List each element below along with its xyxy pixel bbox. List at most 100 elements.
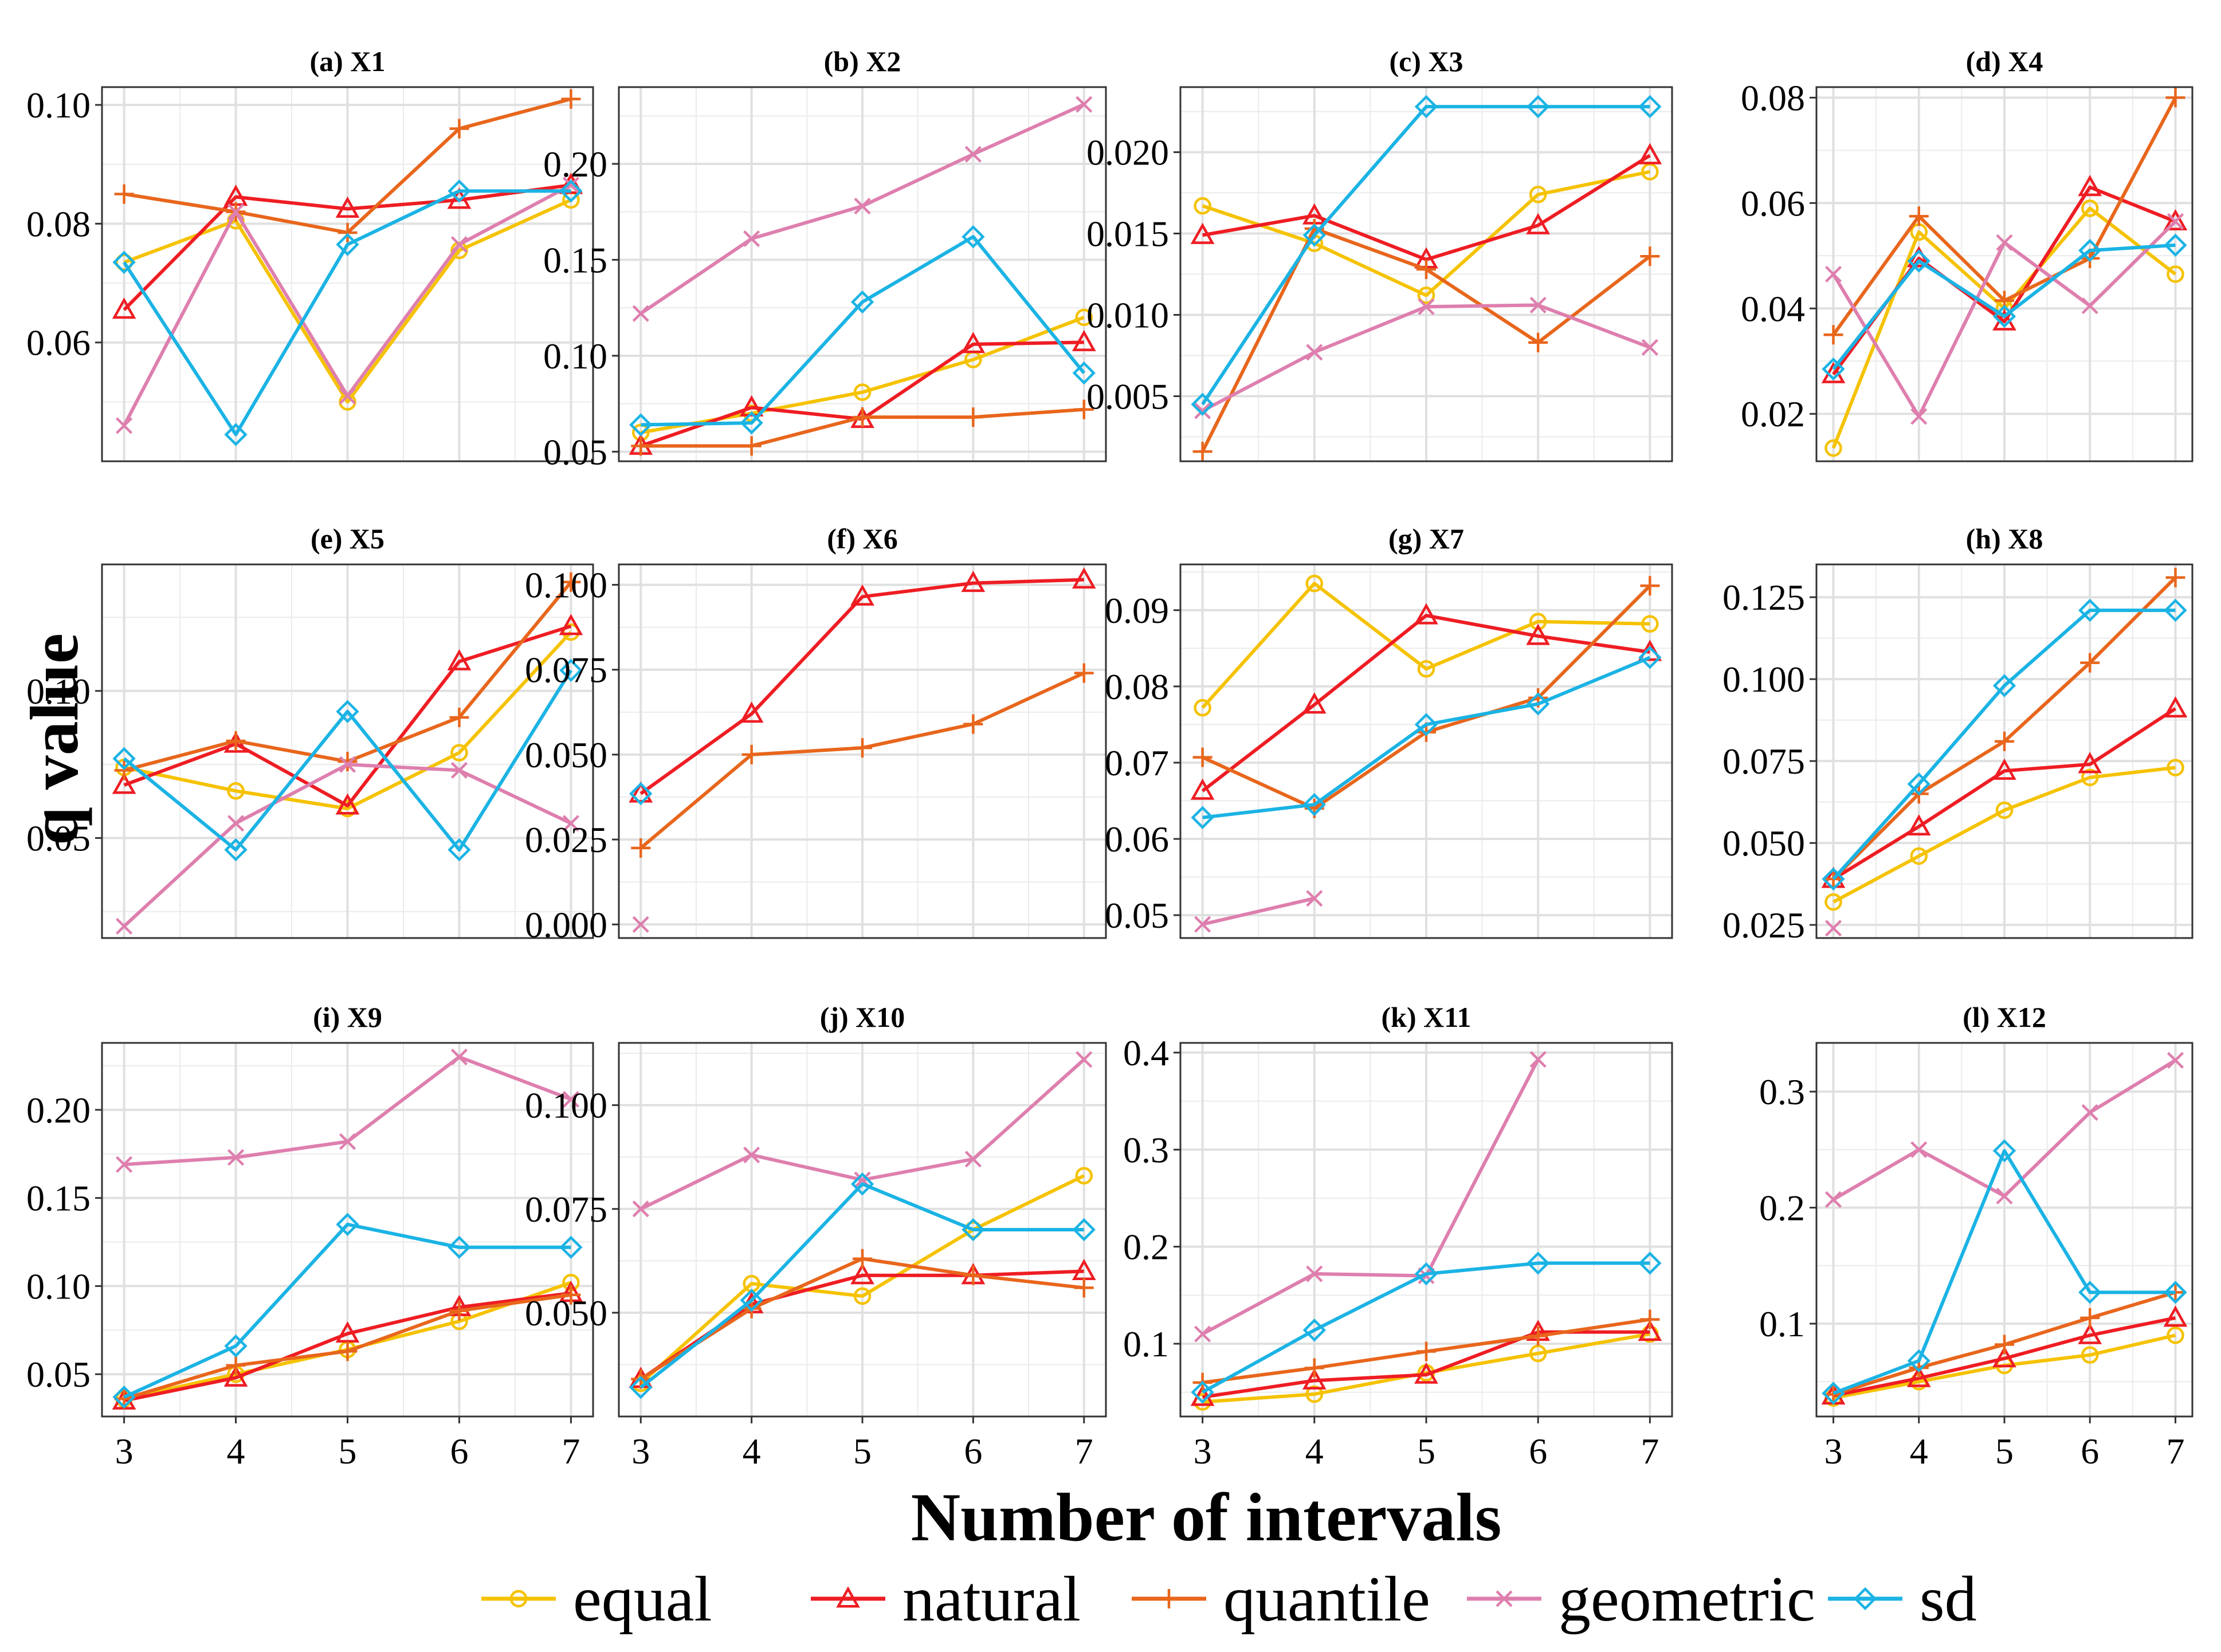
data-point-geometric bbox=[115, 1156, 133, 1173]
data-point-sd bbox=[740, 411, 763, 435]
data-point-natural bbox=[1414, 603, 1438, 625]
data-point-equal bbox=[1194, 699, 1211, 717]
data-point-natural bbox=[1190, 778, 1215, 800]
data-point-quantile bbox=[338, 1341, 358, 1361]
series-sd bbox=[629, 782, 653, 806]
data-point-sd bbox=[559, 1235, 583, 1259]
data-point-sd bbox=[2164, 1281, 2187, 1304]
series-quantile bbox=[114, 1285, 581, 1409]
data-point-geometric bbox=[1306, 344, 1323, 361]
panel-4: 0.02 0.04 0.06 0.08 (d) X4 bbox=[1741, 45, 2193, 462]
data-point-quantile bbox=[1192, 441, 1212, 461]
data-point-quantile bbox=[631, 436, 651, 456]
data-point-natural bbox=[1992, 758, 2016, 780]
data-point-natural bbox=[1526, 213, 1551, 234]
panel-9: 0.05 0.10 0.15 0.20 (i) X9 3 4 5 6 7 bbox=[26, 1001, 594, 1472]
data-point-geometric bbox=[1529, 1051, 1547, 1068]
data-point-sd bbox=[1638, 1251, 1662, 1275]
y-tick-label: 0.025 bbox=[1722, 905, 1805, 945]
data-point-sd bbox=[740, 1288, 763, 1312]
y-tick-label: 0.075 bbox=[525, 1189, 607, 1230]
series-sd bbox=[1191, 1251, 1662, 1404]
legend-label: quantile bbox=[1223, 1564, 1430, 1635]
data-point-equal bbox=[1417, 660, 1435, 678]
series-quantile bbox=[114, 572, 581, 780]
data-point-quantile bbox=[1640, 576, 1660, 596]
data-point-geometric bbox=[632, 916, 649, 933]
y-tick-label: 0.09 bbox=[1105, 590, 1169, 631]
x-tick-label: 5 bbox=[1417, 1431, 1435, 1472]
data-point-sd bbox=[2164, 598, 2187, 622]
data-point-quantile bbox=[741, 436, 762, 456]
y-tick-label: 0.100 bbox=[525, 565, 607, 606]
panel-5: 0.05 0.10 (e) X5 bbox=[26, 523, 594, 939]
x-tick-label: 6 bbox=[2081, 1431, 2099, 1472]
data-point-quantile bbox=[853, 1249, 872, 1269]
legend-marker-natural bbox=[836, 1586, 860, 1608]
y-tick-label: 0.2 bbox=[1759, 1188, 1805, 1229]
data-point-sd bbox=[1191, 393, 1214, 416]
data-point-sd bbox=[2078, 1281, 2102, 1304]
legend-label: equal bbox=[573, 1564, 712, 1635]
data-point-sd bbox=[1822, 867, 1845, 891]
y-tick-label: 0.20 bbox=[543, 144, 607, 185]
data-point-quantile bbox=[2165, 88, 2185, 108]
series-sd bbox=[629, 1172, 1096, 1399]
data-point-natural bbox=[559, 614, 583, 635]
data-point-sd bbox=[1414, 95, 1438, 119]
panel-title: (d) X4 bbox=[1966, 45, 2043, 77]
data-point-quantile bbox=[963, 1265, 983, 1285]
legend-label: natural bbox=[902, 1564, 1081, 1635]
legend-item-quantile: quantile bbox=[1132, 1564, 1430, 1635]
data-point-quantile bbox=[1304, 1358, 1324, 1378]
y-tick-label: 0.100 bbox=[525, 1085, 607, 1126]
panel-border bbox=[1179, 563, 1673, 939]
data-point-natural bbox=[1302, 1368, 1327, 1390]
data-point-quantile bbox=[1074, 663, 1094, 683]
data-point-equal bbox=[1305, 575, 1324, 592]
data-point-sd bbox=[1907, 772, 1930, 796]
series-line-geometric bbox=[1202, 1058, 1540, 1336]
series-sd bbox=[1822, 233, 2187, 381]
data-point-geometric bbox=[1076, 96, 1093, 113]
series-geometric bbox=[115, 176, 580, 434]
panel-1: 0.06 0.08 0.10 (a) X1 bbox=[26, 45, 594, 462]
y-tick-label: 0.10 bbox=[26, 1266, 91, 1306]
data-point-geometric bbox=[450, 236, 468, 253]
panel-title: (e) X5 bbox=[311, 523, 384, 555]
data-point-equal bbox=[1641, 615, 1659, 633]
data-point-geometric bbox=[1076, 1051, 1093, 1068]
y-tick-label: 0.1 bbox=[1123, 1324, 1169, 1364]
y-tick-label: 0.20 bbox=[26, 1090, 91, 1131]
y-tick-label: 0.10 bbox=[26, 85, 91, 125]
data-point-quantile bbox=[1074, 1278, 1094, 1298]
series-quantile bbox=[631, 399, 1094, 456]
series-geometric bbox=[115, 1049, 580, 1173]
data-point-natural bbox=[1992, 1346, 2016, 1368]
series-sd bbox=[112, 179, 583, 446]
data-point-sd bbox=[1992, 1139, 2016, 1163]
data-point-sd bbox=[1638, 95, 1662, 119]
data-point-natural bbox=[961, 332, 986, 354]
x-tick-label: 5 bbox=[339, 1431, 357, 1472]
data-point-natural bbox=[1906, 1365, 1931, 1387]
data-point-geometric bbox=[339, 1133, 356, 1150]
data-point-sd bbox=[1907, 249, 1930, 273]
data-point-equal bbox=[1529, 186, 1547, 203]
series-line-sd bbox=[639, 1182, 1084, 1389]
data-point-geometric bbox=[854, 198, 871, 215]
data-point-equal bbox=[450, 744, 468, 762]
series-line-equal bbox=[123, 631, 572, 811]
data-point-geometric bbox=[2081, 1104, 2098, 1121]
data-point-natural bbox=[447, 187, 472, 209]
x-tick-label: 4 bbox=[1910, 1431, 1928, 1472]
data-point-geometric bbox=[562, 815, 580, 832]
data-point-geometric bbox=[2081, 297, 2098, 315]
y-tick-label: 0.08 bbox=[1741, 77, 1805, 118]
data-point-geometric bbox=[115, 917, 133, 935]
y-tick-label: 0.04 bbox=[1741, 288, 1805, 329]
y-tick-label: 0.05 bbox=[543, 431, 607, 472]
panel-2: 0.05 0.10 0.15 0.20 (b) X2 bbox=[543, 45, 1107, 472]
y-tick-label: 0.2 bbox=[1123, 1227, 1169, 1268]
data-point-quantile bbox=[963, 714, 983, 734]
